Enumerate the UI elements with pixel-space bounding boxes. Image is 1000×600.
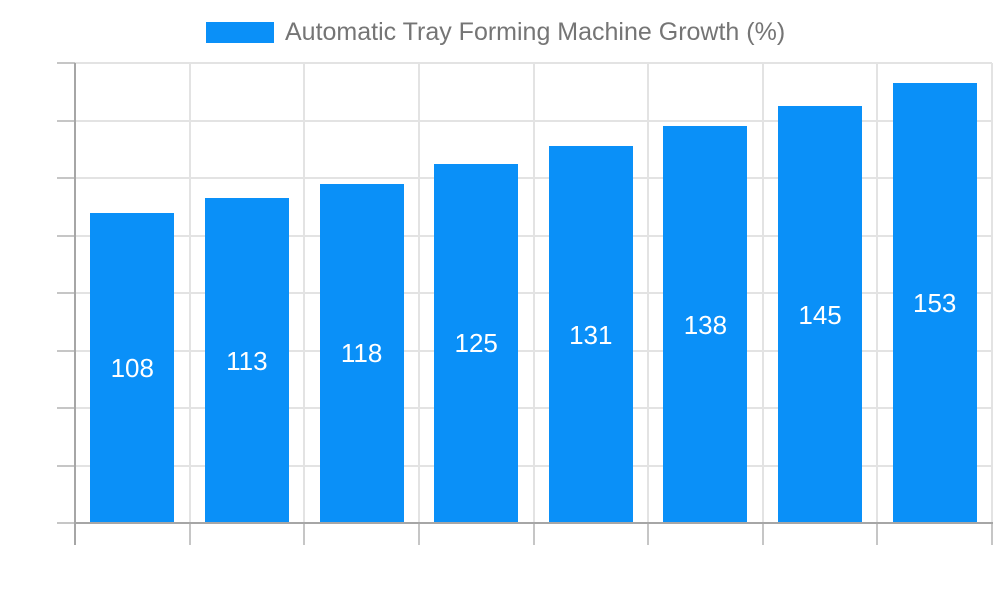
y-axis-tick xyxy=(57,119,75,122)
y-axis-line xyxy=(74,63,76,545)
x-axis-tick xyxy=(761,523,764,545)
x-axis-label xyxy=(159,541,366,600)
gridline-vertical xyxy=(417,63,420,523)
bar: 153 xyxy=(892,83,977,523)
x-axis-label xyxy=(273,541,480,600)
x-axis-tick xyxy=(876,523,879,545)
legend-swatch xyxy=(206,21,274,43)
x-axis-label xyxy=(503,541,710,600)
gridline-vertical xyxy=(532,63,535,523)
y-axis-tick xyxy=(57,464,75,467)
bar-value-label: 153 xyxy=(912,288,957,319)
bar-value-label: 125 xyxy=(454,328,498,359)
gridline-vertical xyxy=(647,63,650,523)
x-axis-label xyxy=(617,541,824,600)
y-axis-tick xyxy=(57,407,75,409)
x-axis-tick xyxy=(303,523,306,545)
bar: 108 xyxy=(90,212,175,523)
bar-value-label: 145 xyxy=(798,299,842,330)
x-axis-label xyxy=(44,541,251,600)
gridline-vertical xyxy=(303,63,306,523)
y-axis-tick xyxy=(57,522,75,524)
y-axis-tick xyxy=(57,349,75,352)
x-axis-tick xyxy=(991,523,993,545)
legend[interactable]: Automatic Tray Forming Machine Growth (%… xyxy=(206,19,785,45)
x-axis-tick xyxy=(417,523,420,545)
bar: 118 xyxy=(319,183,404,524)
x-axis-label xyxy=(388,541,595,600)
x-axis-line xyxy=(74,522,993,524)
y-axis-tick xyxy=(57,234,75,237)
bar-value-label: 118 xyxy=(340,338,383,369)
bar-value-label: 131 xyxy=(569,319,613,350)
gridline-vertical xyxy=(761,63,764,523)
bar: 131 xyxy=(548,146,633,523)
bar-value-label: 113 xyxy=(226,345,268,376)
bar: 125 xyxy=(434,163,519,523)
gridline-vertical xyxy=(991,63,993,523)
bar: 138 xyxy=(663,126,748,524)
x-axis-tick xyxy=(532,523,535,545)
gridline-vertical xyxy=(188,63,191,523)
y-axis-tick xyxy=(57,62,75,64)
bar-value-label: 138 xyxy=(683,309,728,340)
x-axis-tick xyxy=(188,523,191,545)
y-axis-tick xyxy=(57,292,75,294)
y-axis-tick xyxy=(57,177,75,179)
legend-label: Automatic Tray Forming Machine Growth (%… xyxy=(285,18,786,46)
bar-value-label: 108 xyxy=(110,352,154,383)
x-axis-tick xyxy=(647,523,650,545)
bar: 145 xyxy=(778,106,863,523)
x-axis-label xyxy=(0,541,136,600)
bar: 113 xyxy=(204,198,289,523)
gridline-vertical xyxy=(876,63,879,523)
x-axis-label xyxy=(732,541,939,600)
